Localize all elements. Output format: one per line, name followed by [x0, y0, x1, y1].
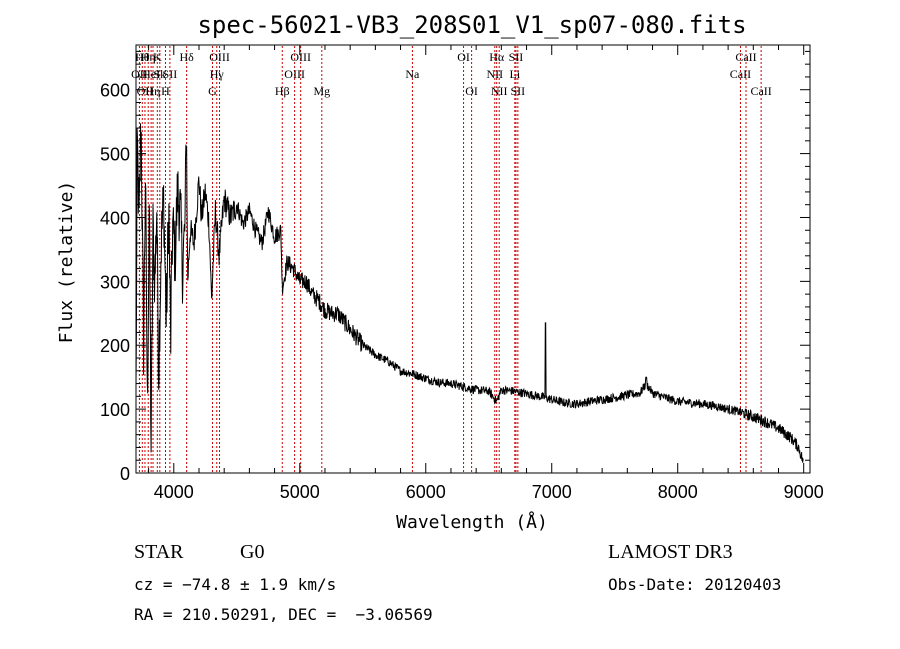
- line-label-2: OII: [137, 84, 154, 98]
- line-label-4: HeI: [142, 67, 160, 81]
- line-label-12: Hγ: [210, 67, 225, 81]
- line-label-17: Mg: [313, 84, 330, 98]
- line-label-9: SII: [163, 67, 178, 81]
- x-tick-label: 8000: [658, 482, 698, 502]
- line-label-16: OIII: [290, 50, 311, 64]
- spectrum-line: [135, 123, 804, 463]
- object-class: STAR: [134, 541, 184, 563]
- line-label-7: Sk: [153, 67, 166, 81]
- line-label-0: OII: [131, 67, 148, 81]
- emission-lines: [138, 46, 762, 472]
- plot-frame: [135, 44, 811, 474]
- x-tick-label: 7000: [532, 482, 572, 502]
- coordinates: RA = 210.50291, DEC = −3.06569: [134, 605, 433, 624]
- line-label-5: Hη: [146, 84, 161, 98]
- line-label-20: OI: [465, 84, 478, 98]
- x-tick-label: 4000: [154, 482, 194, 502]
- line-label-11: G: [208, 84, 217, 98]
- y-tick-label: 100: [100, 400, 130, 420]
- chart-title: spec-56021-VB3_208S01_V1_sp07-080.fits: [197, 11, 746, 39]
- line-label-29: CaII: [750, 84, 771, 98]
- line-label-18: Na: [405, 67, 420, 81]
- y-axis-label: Flux (relative): [56, 181, 77, 344]
- line-label-6: K: [153, 50, 162, 64]
- line-label-3: Hη: [141, 50, 156, 64]
- x-axis-label: Wavelength (Å): [396, 511, 548, 533]
- line-label-27: CaII: [730, 67, 751, 81]
- line-label-28: CaII: [735, 50, 756, 64]
- y-tick-label: 600: [100, 81, 130, 101]
- line-label-21: NII: [486, 67, 503, 81]
- line-label-24: Li: [509, 67, 520, 81]
- redshift-cz: cz = −74.8 ± 1.9 km/s: [134, 575, 337, 594]
- line-label-25: SII: [509, 50, 524, 64]
- y-tick-label: 0: [120, 464, 130, 484]
- y-tick-label: 500: [100, 145, 130, 165]
- axis-ticks: 4000 5000 6000 7000 8000 9000 0 100 200 300 400 500…: [100, 45, 824, 502]
- object-subclass: G0: [240, 541, 265, 563]
- x-tick-label: 9000: [784, 482, 824, 502]
- survey-name: LAMOST DR3: [608, 541, 733, 563]
- x-tick-label: 5000: [280, 482, 320, 502]
- obs-date: Obs-Date: 20120403: [608, 575, 782, 594]
- line-label-15: OIII: [284, 67, 305, 81]
- line-label-26: SII: [511, 84, 526, 98]
- y-tick-label: 400: [100, 208, 130, 228]
- line-label-23: NII: [491, 84, 508, 98]
- line-label-14: Hβ: [275, 84, 290, 98]
- y-tick-label: 300: [100, 272, 130, 292]
- line-label-13: OIII: [209, 50, 230, 64]
- line-label-22: Hα: [489, 50, 505, 64]
- line-label-19: OI: [457, 50, 470, 64]
- line-label-10: Hδ: [179, 50, 194, 64]
- line-labels: OIIHθOIIHηHeIHηKSkHSIIHδGHγOIIIHβOIIIOII…: [131, 50, 772, 98]
- spectrum-series: [135, 123, 804, 463]
- y-tick-label: 200: [100, 336, 130, 356]
- line-label-1: Hθ: [135, 50, 150, 64]
- line-label-8: H: [161, 84, 170, 98]
- x-tick-label: 6000: [406, 482, 446, 502]
